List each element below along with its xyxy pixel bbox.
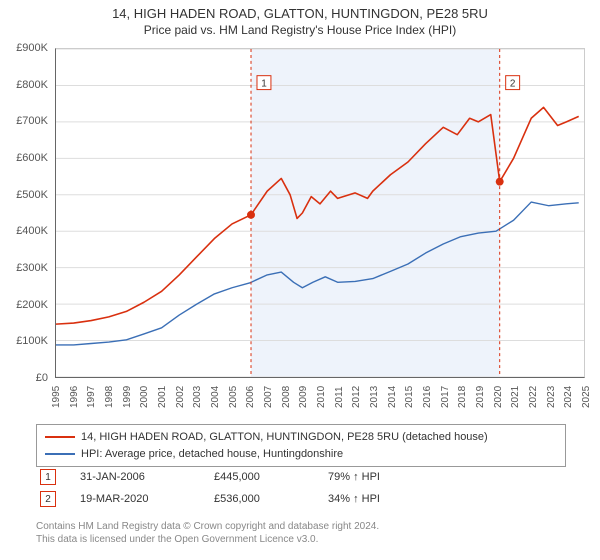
- x-axis-labels: 1995199619971998199920002001200220032004…: [55, 380, 585, 420]
- x-tick-label: 2013: [369, 386, 380, 408]
- x-tick-label: 1998: [104, 386, 115, 408]
- y-tick-label: £900K: [16, 42, 48, 54]
- title-line2: Price paid vs. HM Land Registry's House …: [0, 23, 600, 39]
- y-axis-labels: £0£100K£200K£300K£400K£500K£600K£700K£80…: [0, 48, 52, 378]
- y-tick-label: £200K: [16, 299, 48, 311]
- x-tick-label: 2020: [493, 386, 504, 408]
- marker-badge: 1: [40, 469, 56, 485]
- x-tick-label: 2015: [404, 386, 415, 408]
- legend-swatch: [45, 453, 75, 455]
- x-tick-label: 2005: [228, 386, 239, 408]
- y-tick-label: £300K: [16, 262, 48, 274]
- footer-line2: This data is licensed under the Open Gov…: [36, 533, 566, 546]
- attribution-footer: Contains HM Land Registry data © Crown c…: [36, 520, 566, 546]
- marker-date: 31-JAN-2006: [80, 471, 190, 483]
- y-tick-label: £800K: [16, 79, 48, 91]
- chart-svg: 12: [56, 49, 584, 377]
- y-tick-label: £500K: [16, 189, 48, 201]
- marker-row: 2 19-MAR-2020 £536,000 34% ↑ HPI: [36, 488, 566, 510]
- marker-table: 1 31-JAN-2006 £445,000 79% ↑ HPI 2 19-MAR-202…: [36, 466, 566, 510]
- x-tick-label: 2024: [563, 386, 574, 408]
- y-tick-label: £600K: [16, 152, 48, 164]
- marker-badge: 2: [40, 491, 56, 507]
- y-tick-label: £400K: [16, 225, 48, 237]
- y-tick-label: £700K: [16, 115, 48, 127]
- footer-line1: Contains HM Land Registry data © Crown c…: [36, 520, 566, 533]
- x-tick-label: 2008: [281, 386, 292, 408]
- x-tick-label: 2001: [157, 386, 168, 408]
- svg-text:2: 2: [510, 79, 516, 90]
- title-line1: 14, HIGH HADEN ROAD, GLATTON, HUNTINGDON…: [0, 6, 600, 23]
- x-tick-label: 2010: [316, 386, 327, 408]
- legend-label: 14, HIGH HADEN ROAD, GLATTON, HUNTINGDON…: [81, 429, 488, 446]
- x-tick-label: 2007: [263, 386, 274, 408]
- chart-plot-area: 12: [55, 48, 585, 378]
- legend-swatch: [45, 436, 75, 438]
- x-tick-label: 2016: [422, 386, 433, 408]
- x-tick-label: 2003: [192, 386, 203, 408]
- marker-row: 1 31-JAN-2006 £445,000 79% ↑ HPI: [36, 466, 566, 488]
- x-tick-label: 1995: [51, 386, 62, 408]
- x-tick-label: 2022: [528, 386, 539, 408]
- legend-item: HPI: Average price, detached house, Hunt…: [45, 446, 557, 463]
- x-tick-label: 2011: [334, 386, 345, 408]
- x-tick-label: 2018: [457, 386, 468, 408]
- marker-hpi: 34% ↑ HPI: [328, 493, 428, 505]
- x-tick-label: 2009: [298, 386, 309, 408]
- x-tick-label: 1999: [122, 386, 133, 408]
- x-tick-label: 2004: [210, 386, 221, 408]
- svg-text:1: 1: [261, 79, 267, 90]
- x-tick-label: 2006: [245, 386, 256, 408]
- y-tick-label: £100K: [16, 335, 48, 347]
- marker-hpi: 79% ↑ HPI: [328, 471, 428, 483]
- x-tick-label: 2023: [546, 386, 557, 408]
- marker-price: £536,000: [214, 493, 304, 505]
- legend: 14, HIGH HADEN ROAD, GLATTON, HUNTINGDON…: [36, 424, 566, 467]
- chart-title: 14, HIGH HADEN ROAD, GLATTON, HUNTINGDON…: [0, 0, 600, 38]
- y-tick-label: £0: [36, 372, 48, 384]
- marker-price: £445,000: [214, 471, 304, 483]
- x-tick-label: 2025: [581, 386, 592, 408]
- x-tick-label: 2021: [510, 386, 521, 408]
- x-tick-label: 2017: [440, 386, 451, 408]
- legend-label: HPI: Average price, detached house, Hunt…: [81, 446, 343, 463]
- x-tick-label: 1997: [86, 386, 97, 408]
- x-tick-label: 2014: [387, 386, 398, 408]
- x-tick-label: 2000: [139, 386, 150, 408]
- x-tick-label: 1996: [69, 386, 80, 408]
- marker-date: 19-MAR-2020: [80, 493, 190, 505]
- x-tick-label: 2012: [351, 386, 362, 408]
- legend-item: 14, HIGH HADEN ROAD, GLATTON, HUNTINGDON…: [45, 429, 557, 446]
- x-tick-label: 2019: [475, 386, 486, 408]
- x-tick-label: 2002: [175, 386, 186, 408]
